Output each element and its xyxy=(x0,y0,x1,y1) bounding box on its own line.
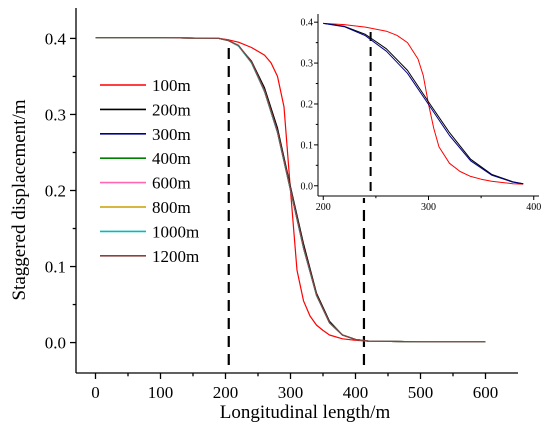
legend-label-400m: 400m xyxy=(152,149,191,168)
series-line-100m xyxy=(95,37,486,343)
legend-label-300m: 300m xyxy=(152,125,191,144)
legend-label-1000m: 1000m xyxy=(152,222,199,241)
x-tick-label: 400 xyxy=(343,383,369,402)
inset-x-tick-label: 400 xyxy=(526,202,541,213)
legend-label-600m: 600m xyxy=(152,174,191,193)
inset-plot: 200 300 400 0.0 0.1 0.2 0.3 0.4 xyxy=(301,10,544,213)
inset-y-tick-label: 0.2 xyxy=(301,99,314,110)
inset-x-tick-label: 200 xyxy=(316,202,331,213)
x-tick-label: 500 xyxy=(408,383,434,402)
series-line-1200m xyxy=(95,37,486,343)
x-tick-label: 600 xyxy=(473,383,499,402)
y-tick-label: 0.1 xyxy=(45,258,66,277)
x-tick-label: 0 xyxy=(91,383,100,402)
y-tick-label: 0.4 xyxy=(45,29,67,48)
main-plot: 0 100 200 300 400 500 600 0.0 0.1 0.2 0.3 0.4 xyxy=(45,8,518,402)
inset-series-line-300m xyxy=(323,22,524,185)
inset-y-tick-label: 0.1 xyxy=(301,140,314,151)
y-tick-label: 0.0 xyxy=(45,334,66,353)
legend-label-200m: 200m xyxy=(152,100,191,119)
inset-y-tick-label: 0.3 xyxy=(301,59,314,70)
y-axis-title: Staggered displacement/m xyxy=(9,99,30,300)
inset-series-line-200m xyxy=(323,22,524,185)
legend-label-100m: 100m xyxy=(152,76,191,95)
legend-label-800m: 800m xyxy=(152,198,191,217)
legend-label-1200m: 1200m xyxy=(152,247,199,266)
inset-y-tick-label: 0.0 xyxy=(301,181,314,192)
inset-y-tick-label: 0.4 xyxy=(301,18,314,29)
inset-series-line-100m xyxy=(323,22,524,185)
y-tick-label: 0.3 xyxy=(45,105,66,124)
x-tick-label: 100 xyxy=(148,383,174,402)
x-tick-label: 300 xyxy=(278,383,304,402)
x-tick-label: 200 xyxy=(213,383,239,402)
x-axis-title: Longitudinal length/m xyxy=(220,402,391,423)
y-tick-label: 0.2 xyxy=(45,182,66,201)
legend: 100m 200m 300m 400m 600m 800m 1000m 1200m xyxy=(100,76,199,266)
inset-x-tick-label: 300 xyxy=(421,202,436,213)
